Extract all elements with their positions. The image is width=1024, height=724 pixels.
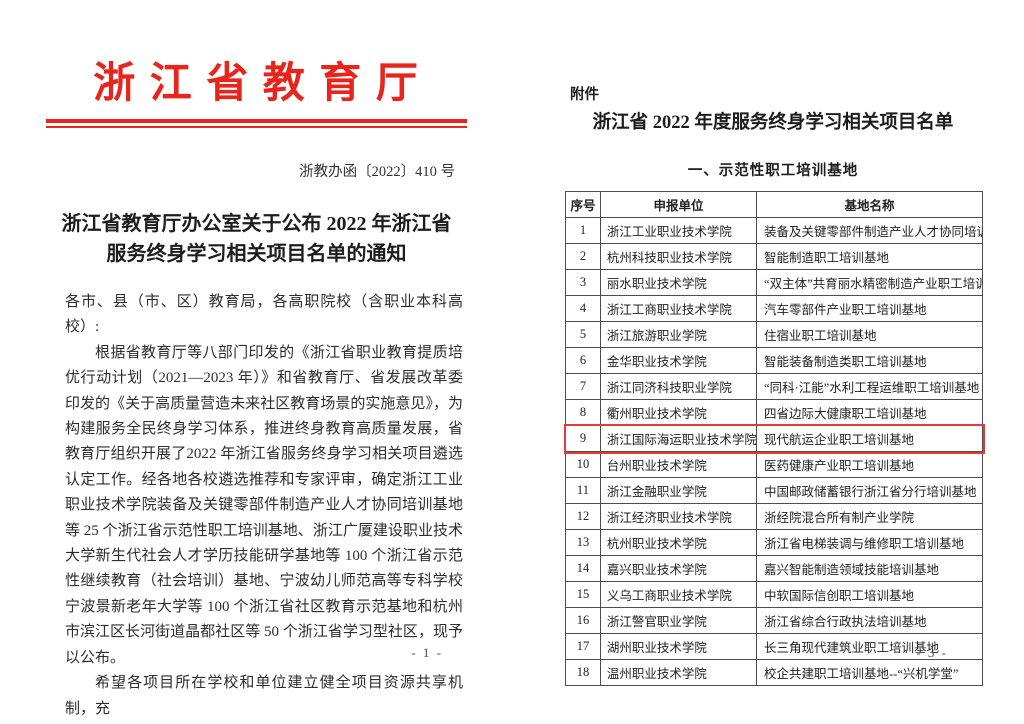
cell-applicant-unit: 浙江警官职业学院 <box>599 607 758 634</box>
training-base-table: 序号 申报单位 基地名称 1 浙江工业职业技术学院 装备及关键零部件制造产业人才协同… <box>563 191 985 686</box>
cell-applicant-unit: 温州职业技术学院 <box>599 659 758 686</box>
cell-applicant-unit: 浙江金融职业学院 <box>599 477 758 504</box>
agency-letterhead: 浙 江 省 教 育 厅 <box>93 61 420 107</box>
cell-applicant-unit: 嘉兴职业技术学院 <box>599 555 758 582</box>
cell-applicant-unit: 浙江国际海运职业技术学院 <box>599 425 758 452</box>
cell-applicant-unit: 义乌工商职业技术学院 <box>599 581 758 608</box>
attachment-label: 附件 <box>570 87 599 103</box>
table-body: 1浙江工业职业技术学院装备及关键零部件制造产业人才协同培训基地2杭州科技职业技术… <box>563 217 985 686</box>
table-row: 4 浙江工商职业技术学院 汽车零部件产业职工培训基地 <box>565 295 983 322</box>
cell-applicant-unit: 台州职业技术学院 <box>599 451 758 478</box>
table-row: 8 衢州职业技术学院 四省边际大健康职工培训基地 <box>565 399 983 426</box>
paragraph-1: 根据省教育厅等八部门印发的《浙江省职业教育提质培优行动计划（2021—2023 … <box>65 344 463 666</box>
cell-applicant-unit: 浙江旅游职业学院 <box>599 321 758 348</box>
cell-applicant-unit: 丽水职业技术学院 <box>599 269 758 296</box>
cell-base-name: 四省边际大健康职工培训基地 <box>756 399 983 426</box>
cell-base-name: 浙经院混合所有制产业学院 <box>756 503 983 530</box>
page-number-1: - 1 - <box>411 645 443 660</box>
cell-seq-no: 8 <box>565 399 601 426</box>
cell-base-name: 中国邮政储蓄银行浙江省分行培训基地 <box>756 477 983 504</box>
cell-applicant-unit: 浙江工业职业技术学院 <box>599 217 758 244</box>
cell-base-name: “同科·江能”水利工程运维职工培训基地 <box>756 373 983 400</box>
cell-base-name: 现代航运企业职工培训基地 <box>756 425 983 452</box>
header-seq-no: 序号 <box>565 191 601 218</box>
table-row: 1浙江工业职业技术学院装备及关键零部件制造产业人才协同培训基地 <box>565 217 983 244</box>
table-row: 11 浙江金融职业学院 中国邮政储蓄银行浙江省分行培训基地 <box>565 477 983 504</box>
table-row: 16 浙江警官职业学院 浙江省综合行政执法培训基地 <box>565 607 983 634</box>
cell-seq-no: 5 <box>565 321 601 348</box>
cell-applicant-unit: 金华职业技术学院 <box>599 347 758 374</box>
table-row: 12 浙江经济职业技术学院 浙经院混合所有制产业学院 <box>565 503 983 530</box>
cell-applicant-unit: 浙江经济职业技术学院 <box>599 503 758 530</box>
cell-base-name: 浙江省电梯装调与维修职工培训基地 <box>756 529 983 556</box>
cell-base-name: “双主体”共育丽水精密制造产业职工培训基地 <box>756 269 983 296</box>
section-heading: 一、示范性职工培训基地 <box>687 163 859 179</box>
cell-base-name: 装备及关键零部件制造产业人才协同培训基地 <box>756 217 983 244</box>
attachment-page: 附件 浙江省 2022 年度服务终身学习相关项目名单 一、示范性职工培训基地 序… <box>558 0 988 724</box>
cell-seq-no: 7 <box>565 373 601 400</box>
table-row: 6 金华职业技术学院 智能装备制造类职工培训基地 <box>565 347 983 374</box>
table-row: 10 台州职业技术学院 医药健康产业职工培训基地 <box>565 451 983 478</box>
cell-seq-no: 18 <box>565 659 601 686</box>
cell-base-name: 校企共建职工培训基地--“兴机学堂” <box>756 659 983 686</box>
notice-title-line2: 服务终身学习相关项目名单的通知 <box>106 243 407 265</box>
cell-seq-no: 6 <box>565 347 601 374</box>
salutation: 各市、县（市、区）教育局，各高职院校（含职业本科高校）: <box>65 294 463 336</box>
cell-seq-no: 14 <box>565 555 601 582</box>
cell-applicant-unit: 浙江工商职业技术学院 <box>599 295 758 322</box>
document-number: 浙教办函〔2022〕410 号 <box>299 164 455 180</box>
cell-seq-no: 11 <box>565 477 601 504</box>
page-number-3: - 3 - <box>916 645 948 660</box>
cell-seq-no: 3 <box>565 269 601 296</box>
cell-base-name: 智能装备制造类职工培训基地 <box>756 347 983 374</box>
cell-base-name: 住宿业职工培训基地 <box>756 321 983 348</box>
cell-seq-no: 2 <box>565 243 601 270</box>
cell-seq-no: 9 <box>565 425 601 452</box>
header-applicant-unit: 申报单位 <box>599 191 758 218</box>
notice-title: 浙江省教育厅办公室关于公布 2022 年浙江省 服务终身学习相关项目名单的通知 <box>52 209 461 269</box>
cell-base-name: 嘉兴智能制造领域技能培训基地 <box>756 555 983 582</box>
cell-base-name: 浙江省综合行政执法培训基地 <box>756 607 983 634</box>
notice-body: 各市、县（市、区）教育局，各高职院校（含职业本科高校）: 根据省教育厅等八部门印… <box>46 290 467 722</box>
notice-title-line1: 浙江省教育厅办公室关于公布 2022 年浙江省 <box>61 213 452 235</box>
table-row-highlighted: 9 浙江国际海运职业技术学院 现代航运企业职工培训基地 <box>563 423 985 454</box>
table-row: 7 浙江同济科技职业学院 “同科·江能”水利工程运维职工培训基地 <box>565 373 983 400</box>
table-header-row: 序号 申报单位 基地名称 <box>565 191 983 218</box>
attachment-title: 浙江省 2022 年度服务终身学习相关项目名单 <box>592 113 954 133</box>
table-row: 5 浙江旅游职业学院 住宿业职工培训基地 <box>565 321 983 348</box>
cell-seq-no: 13 <box>565 529 601 556</box>
table-row: 15 义乌工商职业技术学院 中软国际信创职工培训基地 <box>565 581 983 608</box>
cell-seq-no: 4 <box>565 295 601 322</box>
cell-seq-no: 10 <box>565 451 601 478</box>
cell-base-name: 中软国际信创职工培训基地 <box>756 581 983 608</box>
cell-seq-no: 15 <box>565 581 601 608</box>
letterhead-divider <box>46 119 467 128</box>
cell-base-name: 医药健康产业职工培训基地 <box>756 451 983 478</box>
header-base-name: 基地名称 <box>756 191 983 218</box>
cell-seq-no: 12 <box>565 503 601 530</box>
table-row: 14 嘉兴职业技术学院 嘉兴智能制造领域技能培训基地 <box>565 555 983 582</box>
cell-applicant-unit: 浙江同济科技职业学院 <box>599 373 758 400</box>
table-row: 13 杭州职业技术学院 浙江省电梯装调与维修职工培训基地 <box>565 529 983 556</box>
cell-applicant-unit: 衢州职业技术学院 <box>599 399 758 426</box>
cell-applicant-unit: 杭州职业技术学院 <box>599 529 758 556</box>
cell-base-name: 智能制造职工培训基地 <box>756 243 983 270</box>
table-row: 2 杭州科技职业技术学院 智能制造职工培训基地 <box>565 243 983 270</box>
table-row: 17 湖州职业技术学院 长三角现代建筑业职工培训基地 <box>565 633 983 660</box>
table-row: 18 温州职业技术学院 校企共建职工培训基地--“兴机学堂” <box>565 659 983 686</box>
notice-page: 浙 江 省 教 育 厅 浙教办函〔2022〕410 号 浙江省教育厅办公室关于公… <box>46 0 467 724</box>
cell-base-name: 汽车零部件产业职工培训基地 <box>756 295 983 322</box>
cell-seq-no: 16 <box>565 607 601 634</box>
cell-applicant-unit: 湖州职业技术学院 <box>599 633 758 660</box>
cell-seq-no: 1 <box>565 217 601 244</box>
paragraph-2: 希望各项目所在学校和单位建立健全项目资源共享机制，充 <box>65 675 463 717</box>
cell-applicant-unit: 杭州科技职业技术学院 <box>599 243 758 270</box>
